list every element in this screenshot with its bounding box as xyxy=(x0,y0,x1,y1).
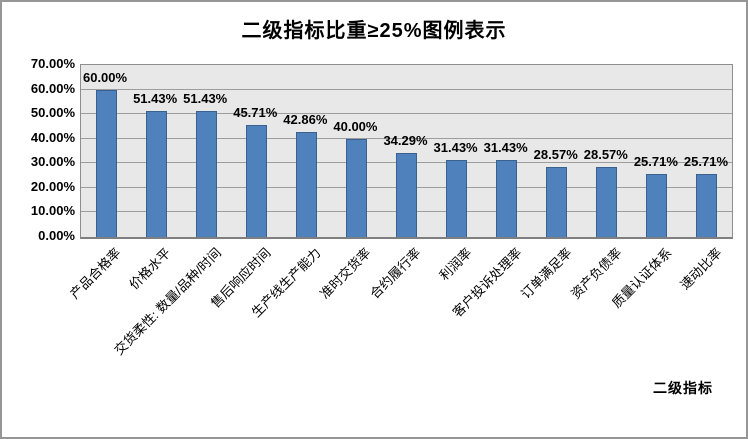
x-category-label: 速动比率 xyxy=(677,245,725,293)
bar xyxy=(295,131,317,237)
bar xyxy=(696,173,718,237)
bar xyxy=(95,89,117,237)
data-label: 25.71% xyxy=(633,153,678,169)
data-label: 28.57% xyxy=(583,146,628,162)
y-tick-label: 0.00% xyxy=(38,228,75,243)
data-label: 40.00% xyxy=(333,118,378,134)
bar xyxy=(496,159,518,237)
bar xyxy=(145,110,167,237)
gridline xyxy=(81,88,732,90)
data-label: 51.43% xyxy=(183,90,228,106)
bar xyxy=(245,124,267,237)
y-tick-label: 10.00% xyxy=(30,203,75,219)
x-category-label: 价格水平 xyxy=(126,245,174,293)
plot-area xyxy=(80,64,733,239)
bar xyxy=(596,166,618,237)
bar xyxy=(546,166,568,237)
data-label: 60.00% xyxy=(82,69,128,85)
bar xyxy=(345,138,367,237)
x-axis-title: 二级指标 xyxy=(653,380,713,396)
chart-title: 二级指标比重≥25%图例表示 xyxy=(241,20,507,42)
data-label: 45.71% xyxy=(233,104,278,120)
data-label: 25.71% xyxy=(683,153,728,169)
y-tick-label: 40.00% xyxy=(30,129,75,145)
gridline xyxy=(81,113,732,115)
x-category-label: 准时交货率 xyxy=(317,245,375,302)
bar xyxy=(446,159,468,237)
gridline xyxy=(81,137,732,139)
data-label: 34.29% xyxy=(383,132,428,148)
data-label: 31.43% xyxy=(433,139,478,155)
data-label: 31.43% xyxy=(483,139,528,155)
data-label: 28.57% xyxy=(533,146,578,162)
bar xyxy=(195,110,217,237)
x-category-label: 产品合格率 xyxy=(67,245,124,302)
x-category-label: 利润率 xyxy=(435,245,475,284)
y-tick-label: 30.00% xyxy=(30,154,75,170)
x-category-label: 交货柔性: 数量/品种/时间 xyxy=(111,245,224,358)
bar xyxy=(396,152,417,237)
x-category-label: 合约履行率 xyxy=(367,245,425,302)
bar xyxy=(646,173,668,237)
x-category-label: 订单满足率 xyxy=(517,245,575,302)
y-tick-label: 20.00% xyxy=(30,178,75,194)
data-label: 51.43% xyxy=(133,90,178,106)
y-tick-label: 60.00% xyxy=(30,80,75,96)
y-tick-label: 70.00% xyxy=(30,56,75,71)
data-label: 42.86% xyxy=(283,111,328,127)
y-tick-label: 50.00% xyxy=(30,105,75,121)
